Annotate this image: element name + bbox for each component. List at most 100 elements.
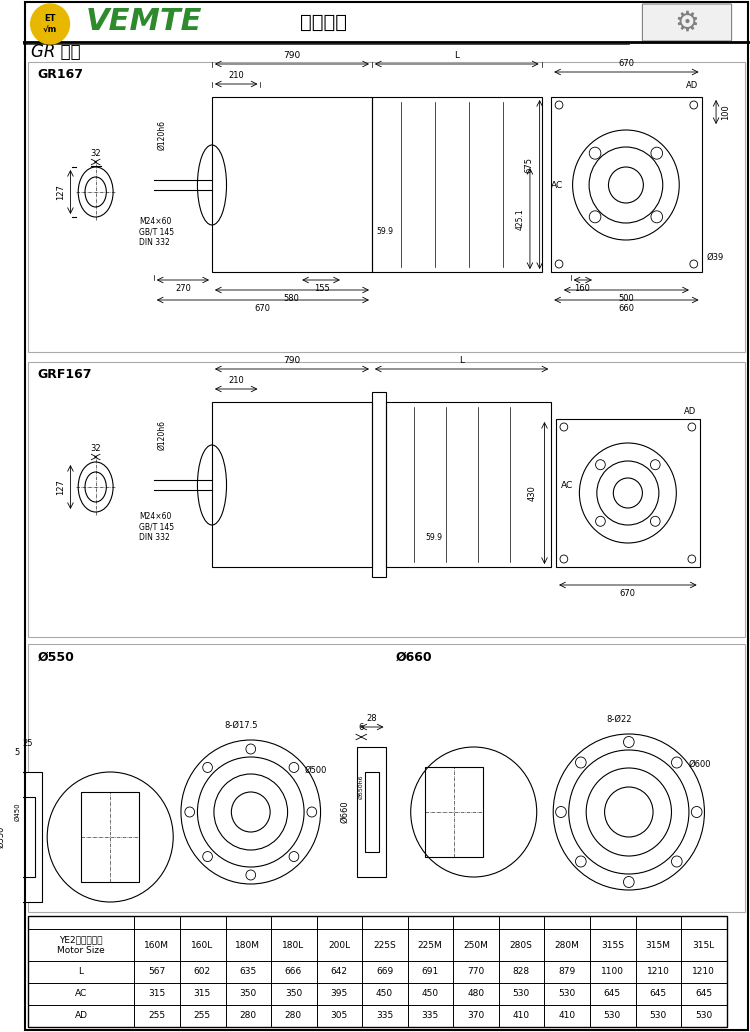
Text: 370: 370 bbox=[467, 1011, 484, 1021]
FancyBboxPatch shape bbox=[28, 362, 746, 637]
Text: 669: 669 bbox=[376, 968, 393, 976]
Text: 155: 155 bbox=[314, 284, 329, 293]
Text: Ø660: Ø660 bbox=[340, 801, 350, 824]
Text: 160M: 160M bbox=[144, 940, 170, 949]
Text: 280M: 280M bbox=[554, 940, 579, 949]
Text: Ø500: Ø500 bbox=[304, 766, 326, 774]
Text: L: L bbox=[454, 51, 459, 60]
FancyBboxPatch shape bbox=[28, 62, 746, 352]
Text: 450: 450 bbox=[376, 990, 393, 999]
Text: AD: AD bbox=[74, 1011, 88, 1021]
Text: 790: 790 bbox=[284, 51, 301, 60]
Text: 8-Ø22: 8-Ø22 bbox=[607, 715, 632, 724]
FancyBboxPatch shape bbox=[643, 4, 731, 41]
Text: 210: 210 bbox=[228, 376, 244, 385]
Text: 645: 645 bbox=[650, 990, 667, 999]
FancyBboxPatch shape bbox=[556, 419, 700, 567]
Text: 828: 828 bbox=[513, 968, 529, 976]
Text: 691: 691 bbox=[422, 968, 439, 976]
Text: 255: 255 bbox=[148, 1011, 165, 1021]
Text: 160: 160 bbox=[574, 284, 590, 293]
Text: 350: 350 bbox=[285, 990, 302, 999]
Text: 28: 28 bbox=[367, 714, 377, 723]
Text: 25: 25 bbox=[22, 739, 33, 748]
Text: AC: AC bbox=[561, 481, 573, 489]
Text: 255: 255 bbox=[194, 1011, 211, 1021]
Text: ⚙: ⚙ bbox=[674, 9, 700, 37]
Text: 270: 270 bbox=[175, 284, 190, 293]
Text: 530: 530 bbox=[604, 1011, 621, 1021]
Text: Ø39: Ø39 bbox=[706, 253, 724, 261]
Text: 127: 127 bbox=[56, 184, 64, 200]
Text: AC: AC bbox=[75, 990, 87, 999]
FancyBboxPatch shape bbox=[28, 916, 727, 1027]
Text: 666: 666 bbox=[285, 968, 302, 976]
Text: 567: 567 bbox=[148, 968, 165, 976]
Text: 200L: 200L bbox=[328, 940, 350, 949]
Text: 635: 635 bbox=[239, 968, 256, 976]
Text: 675: 675 bbox=[525, 157, 534, 173]
Text: Ø550h6: Ø550h6 bbox=[358, 775, 364, 799]
Text: 210: 210 bbox=[228, 71, 244, 80]
Text: 350: 350 bbox=[239, 990, 256, 999]
Text: 180M: 180M bbox=[236, 940, 260, 949]
Text: 59.9: 59.9 bbox=[425, 533, 442, 542]
Text: 1100: 1100 bbox=[601, 968, 624, 976]
Text: 225M: 225M bbox=[418, 940, 442, 949]
Text: 127: 127 bbox=[56, 479, 64, 495]
Text: Ø450: Ø450 bbox=[14, 803, 20, 821]
Text: Ø550: Ø550 bbox=[38, 650, 74, 664]
Text: 1210: 1210 bbox=[646, 968, 669, 976]
Text: 315S: 315S bbox=[601, 940, 624, 949]
Text: 5: 5 bbox=[14, 748, 20, 757]
FancyBboxPatch shape bbox=[21, 797, 34, 877]
FancyBboxPatch shape bbox=[13, 772, 42, 902]
Text: 225S: 225S bbox=[374, 940, 396, 949]
Text: 660: 660 bbox=[618, 304, 634, 313]
FancyBboxPatch shape bbox=[358, 747, 386, 877]
Text: 480: 480 bbox=[467, 990, 484, 999]
Text: AD: AD bbox=[686, 80, 698, 90]
Text: 602: 602 bbox=[194, 968, 211, 976]
Text: 879: 879 bbox=[558, 968, 575, 976]
Text: Ø660: Ø660 bbox=[396, 650, 433, 664]
Text: Ø550: Ø550 bbox=[0, 826, 5, 848]
Text: 580: 580 bbox=[284, 294, 299, 303]
Text: L: L bbox=[459, 356, 464, 365]
Text: 32: 32 bbox=[90, 149, 101, 158]
Text: ET
√m: ET √m bbox=[43, 14, 57, 34]
Text: VEMTE: VEMTE bbox=[86, 7, 202, 36]
Text: 670: 670 bbox=[620, 589, 636, 598]
Text: M24×60
GB/T 145
DIN 332: M24×60 GB/T 145 DIN 332 bbox=[140, 217, 175, 247]
Text: 500: 500 bbox=[618, 294, 634, 303]
FancyBboxPatch shape bbox=[28, 644, 746, 912]
Text: 1210: 1210 bbox=[692, 968, 715, 976]
Text: AD: AD bbox=[684, 407, 696, 416]
Text: M24×60
GB/T 145
DIN 332: M24×60 GB/T 145 DIN 332 bbox=[140, 512, 175, 542]
Text: 32: 32 bbox=[90, 444, 101, 453]
Text: 530: 530 bbox=[512, 990, 529, 999]
Text: Ø600: Ø600 bbox=[689, 760, 712, 769]
Text: 645: 645 bbox=[604, 990, 621, 999]
Text: 395: 395 bbox=[330, 990, 347, 999]
Text: 315M: 315M bbox=[646, 940, 670, 949]
Text: 100: 100 bbox=[721, 104, 730, 120]
Text: 315L: 315L bbox=[692, 940, 715, 949]
Text: 59.9: 59.9 bbox=[376, 227, 394, 236]
Text: 减速电机: 减速电机 bbox=[300, 12, 347, 32]
Text: GR167: GR167 bbox=[38, 67, 83, 80]
Text: 8-Ø17.5: 8-Ø17.5 bbox=[224, 721, 258, 730]
Text: 335: 335 bbox=[422, 1011, 439, 1021]
Text: L: L bbox=[79, 968, 83, 976]
Text: GRF167: GRF167 bbox=[38, 368, 92, 382]
Text: 530: 530 bbox=[558, 990, 575, 999]
Text: 315: 315 bbox=[148, 990, 165, 999]
Text: 410: 410 bbox=[513, 1011, 529, 1021]
Text: 430: 430 bbox=[528, 485, 537, 501]
Text: 530: 530 bbox=[650, 1011, 667, 1021]
Text: 6: 6 bbox=[358, 723, 364, 732]
Text: 530: 530 bbox=[694, 1011, 712, 1021]
Text: 180L: 180L bbox=[282, 940, 304, 949]
Text: AC: AC bbox=[551, 181, 563, 190]
Text: 670: 670 bbox=[618, 59, 634, 68]
